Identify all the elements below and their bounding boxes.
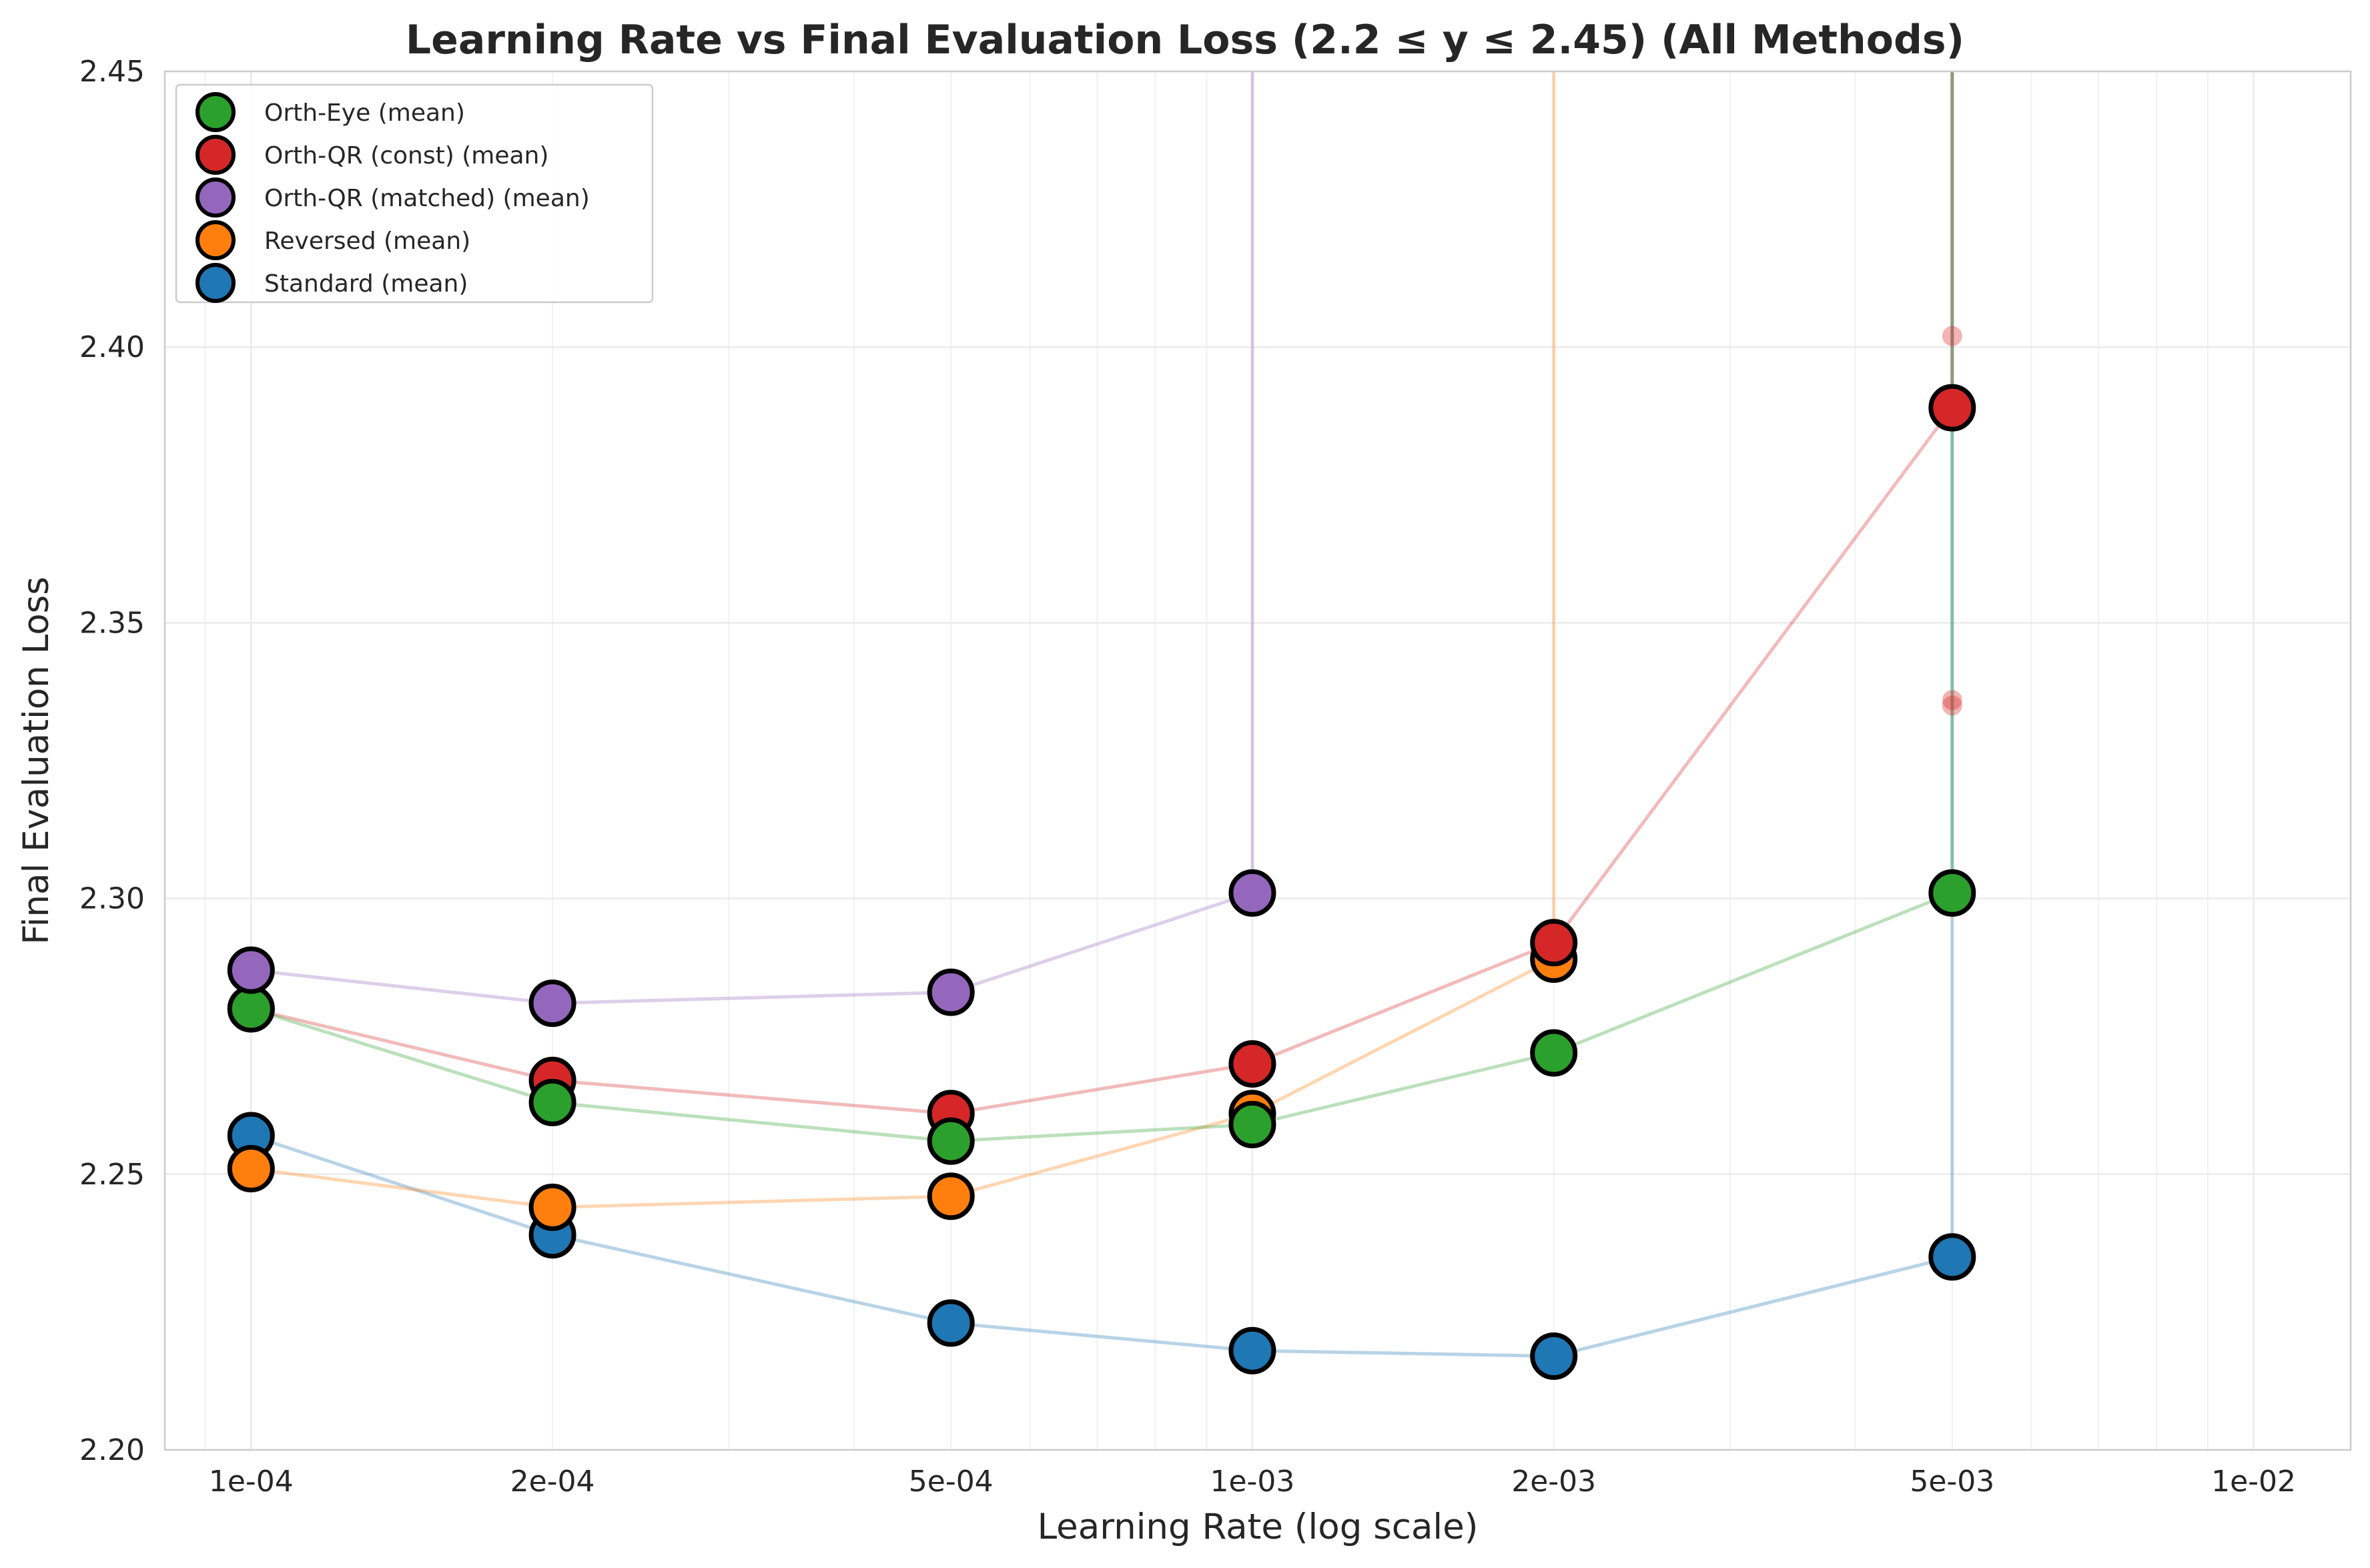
legend-box — [175, 83, 654, 304]
y-tick-label: 2.40 — [79, 330, 145, 364]
data-point — [227, 1145, 275, 1193]
individual-run-point — [1942, 695, 1962, 716]
data-point — [927, 968, 975, 1016]
data-point — [1228, 1326, 1276, 1375]
legend-marker — [195, 135, 236, 175]
series-line — [250, 71, 1556, 1209]
data-point — [1228, 1040, 1276, 1088]
y-axis-label: Final Evaluation Loss — [16, 576, 57, 945]
chart-title: Learning Rate vs Final Evaluation Loss (… — [406, 17, 1964, 63]
data-point — [1530, 1332, 1578, 1381]
legend-label: Orth-Eye (mean) — [264, 99, 465, 127]
x-tick-label: 1e-02 — [2211, 1465, 2296, 1499]
y-tick-label: 2.20 — [79, 1433, 145, 1467]
x-tick-label: 2e-04 — [510, 1465, 595, 1499]
data-point — [528, 1183, 576, 1231]
legend-label: Reversed (mean) — [264, 228, 470, 255]
data-point — [1228, 869, 1276, 917]
legend-marker — [195, 220, 236, 260]
data-point — [227, 946, 275, 994]
data-point — [1228, 1100, 1276, 1148]
y-tick-label: 2.30 — [79, 882, 145, 916]
data-point — [528, 1078, 576, 1126]
x-axis-label: Learning Rate (log scale) — [1038, 1507, 1479, 1547]
data-point — [927, 1117, 975, 1165]
x-tick-label: 5e-04 — [909, 1465, 994, 1499]
data-point — [1928, 1233, 1976, 1281]
x-tick-label: 1e-03 — [1210, 1465, 1294, 1499]
x-tick-label: 2e-03 — [1511, 1465, 1596, 1499]
legend-label: Standard (mean) — [264, 270, 468, 298]
y-tick-label: 2.45 — [79, 55, 145, 89]
data-point — [1928, 869, 1976, 917]
y-tick-label: 2.25 — [79, 1158, 145, 1192]
legend-label: Orth-QR (const) (mean) — [264, 142, 548, 169]
x-tick-label: 5e-03 — [1910, 1465, 1994, 1499]
y-tick-label: 2.35 — [79, 606, 145, 640]
individual-run-point — [1942, 326, 1962, 346]
legend-marker — [195, 177, 236, 218]
data-point — [528, 979, 576, 1028]
legend-marker — [195, 92, 236, 132]
x-tick-label: 1e-04 — [209, 1465, 294, 1499]
data-point — [1530, 919, 1578, 967]
legend-marker — [195, 263, 236, 303]
individual-run-point — [1942, 690, 1962, 711]
data-point — [927, 1172, 975, 1220]
legend: Orth-Eye (mean) Orth-QR (const) (mean) Ort… — [175, 83, 654, 304]
data-point — [1928, 384, 1976, 432]
data-point — [1530, 1029, 1578, 1077]
series-points — [227, 326, 1976, 1381]
x-axis-ticks: 1e-04 2e-04 5e-04 1e-03 2e-03 5e-03 1e-02 — [209, 1465, 2296, 1499]
data-point — [927, 1299, 975, 1347]
y-axis-ticks: 2.20 2.25 2.30 2.35 2.40 2.45 — [79, 55, 145, 1467]
plot-frame — [163, 70, 2352, 1451]
legend-label: Orth-QR (matched) (mean) — [264, 185, 590, 212]
